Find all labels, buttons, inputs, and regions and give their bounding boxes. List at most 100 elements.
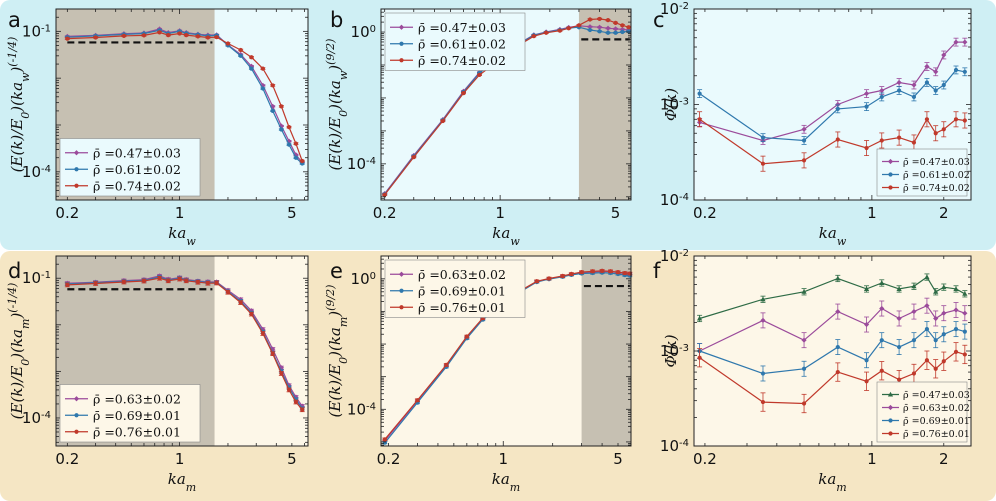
data-point bbox=[612, 26, 619, 32]
data-point bbox=[608, 269, 613, 274]
data-point bbox=[835, 369, 840, 375]
data-point bbox=[531, 34, 536, 39]
legend: ρ̄ =0.63±0.02ρ̄ =0.69±0.01ρ̄ =0.76±0.01 bbox=[384, 259, 526, 318]
legend-marker bbox=[399, 288, 404, 293]
y-tick-label: 10-2 bbox=[660, 0, 689, 18]
data-point bbox=[597, 29, 602, 34]
panel-letter: a bbox=[8, 8, 21, 32]
data-point bbox=[249, 55, 254, 60]
data-point bbox=[879, 305, 885, 312]
data-point bbox=[835, 101, 841, 108]
data-point bbox=[579, 270, 584, 275]
x-tick-label: 0.2 bbox=[55, 204, 79, 222]
data-point bbox=[941, 310, 947, 316]
data-point bbox=[121, 279, 127, 285]
x-tick-label: 2 bbox=[939, 204, 949, 222]
panel-a: 0.2 1 5 10-1 10-4 kaw (E(k)/E0)(kaw)(-1/4) a ρ̄ … bbox=[6, 8, 309, 248]
data-point bbox=[260, 331, 265, 336]
data-point bbox=[440, 118, 445, 124]
x-tick-label: 0.2 bbox=[693, 204, 717, 222]
data-point bbox=[214, 35, 219, 40]
data-point bbox=[933, 69, 939, 75]
data-point bbox=[184, 278, 189, 283]
data-point bbox=[65, 36, 70, 41]
legend-marker bbox=[887, 404, 894, 411]
data-point bbox=[293, 141, 299, 146]
x-tick-label: 5 bbox=[287, 204, 297, 222]
data-point bbox=[933, 366, 938, 371]
x-tick-label: 0.2 bbox=[373, 204, 397, 222]
data-point bbox=[225, 41, 231, 46]
data-point bbox=[801, 366, 807, 371]
y-tick-label: 10-4 bbox=[347, 400, 376, 418]
data-point bbox=[195, 280, 201, 285]
data-point bbox=[911, 371, 917, 376]
data-point bbox=[260, 86, 265, 91]
data-point bbox=[863, 91, 870, 97]
legend-marker bbox=[398, 271, 405, 277]
shaded-region bbox=[578, 9, 631, 200]
data-point bbox=[157, 30, 162, 35]
data-point bbox=[300, 407, 305, 412]
data-point bbox=[879, 280, 885, 285]
data-point bbox=[270, 83, 275, 88]
data-point bbox=[622, 270, 627, 276]
data-point bbox=[260, 66, 265, 71]
legend-label: ρ̄ =0.74±0.02 bbox=[93, 178, 181, 193]
data-point bbox=[382, 437, 387, 442]
legend-marker bbox=[73, 396, 80, 402]
legend-marker bbox=[74, 183, 79, 188]
data-point bbox=[615, 270, 621, 275]
panel-letter: f bbox=[653, 259, 661, 283]
data-point bbox=[544, 30, 549, 35]
x-tick-label: 0.2 bbox=[55, 450, 79, 468]
legend: ρ̄ =0.47±0.03ρ̄ =0.61±0.02ρ̄ =0.74±0.02 bbox=[384, 12, 526, 71]
data-point bbox=[933, 338, 938, 343]
data-point bbox=[941, 284, 947, 290]
data-point bbox=[626, 29, 631, 34]
x-tick-label: 2 bbox=[939, 450, 949, 468]
x-axis-label: kam bbox=[168, 470, 196, 494]
x-tick-label: 1 bbox=[175, 450, 185, 468]
y-tick-label: 10-3 bbox=[660, 342, 689, 360]
data-point bbox=[382, 192, 387, 197]
data-point bbox=[157, 276, 162, 281]
data-point bbox=[911, 308, 917, 315]
data-point bbox=[590, 269, 595, 274]
x-tick-label: 1 bbox=[867, 204, 877, 222]
data-point bbox=[911, 283, 917, 289]
data-point bbox=[605, 18, 611, 23]
series-1 bbox=[697, 273, 968, 323]
series-3 bbox=[64, 30, 305, 164]
x-tick-label: 1 bbox=[175, 204, 185, 222]
data-point bbox=[864, 379, 869, 384]
data-point bbox=[962, 39, 968, 45]
data-point bbox=[293, 399, 299, 405]
data-point bbox=[238, 300, 243, 305]
x-axis-label: kaw bbox=[168, 224, 196, 248]
legend-label: ρ̄ =0.63±0.02 bbox=[93, 391, 181, 406]
data-point bbox=[941, 52, 947, 58]
legend: ρ̄ =0.47±0.03ρ̄ =0.61±0.02ρ̄ =0.74±0.02 bbox=[59, 138, 201, 197]
panel-letter: c bbox=[653, 8, 665, 32]
data-point bbox=[605, 25, 611, 31]
data-point bbox=[933, 88, 938, 93]
legend: ρ̄ =0.63±0.02ρ̄ =0.69±0.01ρ̄ =0.76±0.01 bbox=[59, 384, 201, 443]
legend-label: ρ̄ =0.47±0.03 bbox=[903, 157, 970, 168]
series-4 bbox=[697, 342, 968, 414]
y-tick-label: 10-1 bbox=[22, 269, 51, 287]
legend-marker bbox=[887, 391, 894, 397]
series-3 bbox=[697, 111, 968, 172]
data-point bbox=[924, 63, 930, 70]
legend-label: ρ̄ =0.76±0.01 bbox=[93, 424, 181, 439]
data-point bbox=[697, 117, 702, 122]
legend-label: ρ̄ =0.47±0.03 bbox=[418, 20, 506, 35]
x-tick-label: 5 bbox=[287, 450, 297, 468]
data-point bbox=[896, 344, 902, 350]
data-point bbox=[962, 69, 967, 74]
legend-marker bbox=[887, 158, 894, 165]
data-point bbox=[863, 286, 870, 291]
